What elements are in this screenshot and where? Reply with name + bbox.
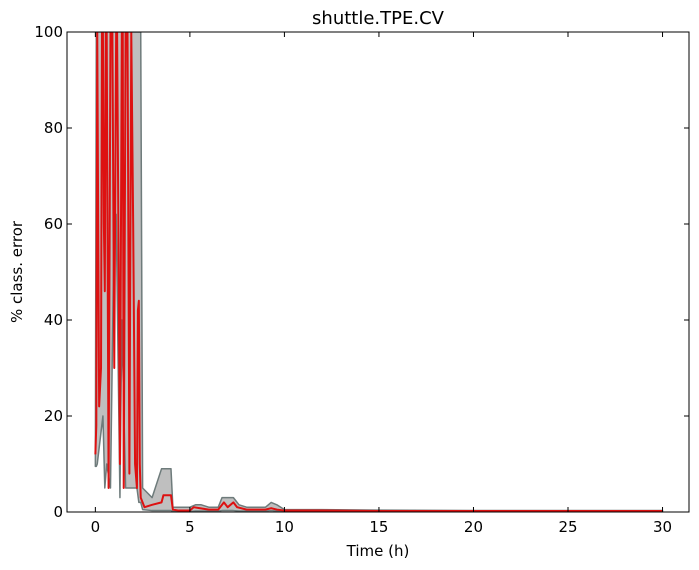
y-axis-label: % class. error	[8, 220, 26, 323]
x-tick-label: 5	[185, 518, 195, 536]
chart-title: shuttle.TPE.CV	[312, 8, 445, 29]
x-tick-label: 10	[275, 518, 294, 536]
y-tick-label: 100	[34, 23, 63, 41]
y-tick-label: 20	[44, 407, 63, 425]
plot-frame	[66, 31, 690, 513]
series-layer	[94, 32, 663, 512]
x-tick-label: 0	[91, 518, 101, 536]
x-axis-ticks: 0 5 10 15 20 25 30	[91, 32, 672, 536]
y-tick-label: 80	[44, 119, 63, 137]
y-axis-ticks: 0 20 40 60 80 100	[34, 23, 689, 521]
x-tick-label: 15	[369, 518, 388, 536]
error-band-area	[94, 32, 664, 512]
x-tick-label: 20	[464, 518, 483, 536]
y-tick-label: 60	[44, 215, 63, 233]
y-tick-label: 40	[44, 311, 63, 329]
x-axis-label: Time (h)	[346, 542, 410, 560]
y-tick-label: 0	[53, 503, 63, 521]
x-tick-label: 30	[653, 518, 672, 536]
x-tick-label: 25	[558, 518, 577, 536]
error-band	[94, 32, 664, 512]
median-line	[94, 32, 663, 512]
